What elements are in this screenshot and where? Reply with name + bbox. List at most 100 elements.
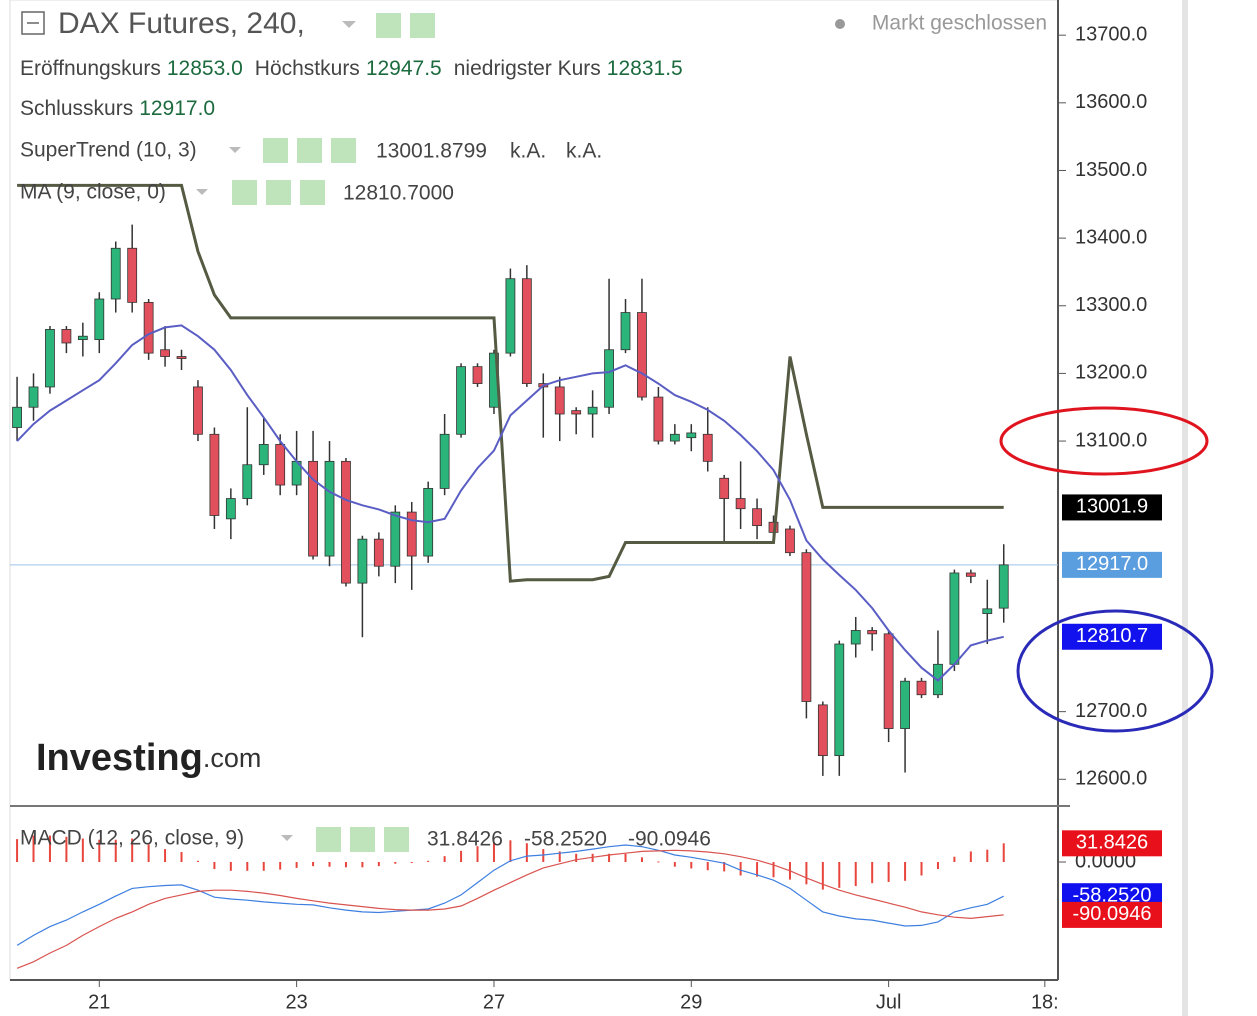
histogram-bar	[131, 838, 134, 863]
candle-body	[505, 278, 516, 354]
histogram-bar	[98, 839, 101, 863]
candle-body	[45, 329, 55, 388]
plot-area	[9, 0, 1059, 981]
dropdown-arrow[interactable]	[342, 21, 356, 28]
histogram-bar	[196, 860, 199, 863]
candle-body	[965, 572, 976, 577]
histogram-bar	[427, 860, 430, 863]
low-name: niedrigster Kurs	[454, 57, 601, 80]
candle-body	[785, 528, 795, 554]
eye-icon[interactable]	[263, 138, 288, 163]
candle-body	[587, 406, 598, 415]
candle-body	[916, 680, 927, 696]
eye-icon[interactable]	[232, 180, 257, 205]
candle-body	[127, 247, 138, 303]
close-line: Schlusskurs 12917.0	[20, 97, 215, 120]
candle-body	[193, 386, 203, 435]
candle-body	[702, 433, 713, 462]
candle-body	[571, 410, 582, 415]
histogram-bar	[147, 844, 150, 863]
candle-body	[521, 278, 532, 384]
candle-body	[110, 247, 121, 300]
histogram-bar	[887, 862, 890, 882]
histogram-bar	[312, 862, 315, 867]
price-label: 13001.9	[1076, 496, 1148, 518]
histogram-bar	[838, 862, 841, 888]
macd-legend-value: -90.0946	[628, 828, 711, 851]
price-label: 12810.7	[1076, 625, 1148, 647]
histogram-bar	[295, 862, 298, 868]
histogram-bar	[246, 862, 249, 871]
x-tick-label: Jul	[876, 991, 902, 1013]
annotation-ellipse	[1016, 609, 1214, 733]
x-tick-label: 27	[483, 991, 505, 1013]
histogram-bar	[213, 862, 216, 870]
high-value: 12947.5	[366, 57, 442, 80]
histogram-bar	[821, 862, 824, 890]
candle-body	[456, 366, 466, 435]
candle-body	[949, 572, 960, 665]
gear-icon[interactable]	[410, 13, 435, 38]
candle-body	[94, 298, 105, 340]
histogram-bar	[706, 862, 709, 871]
macd-line	[16, 844, 1004, 946]
eye-icon[interactable]	[376, 13, 401, 38]
gear-icon[interactable]	[297, 138, 322, 163]
candle-body	[28, 386, 39, 408]
gear-icon[interactable]	[350, 827, 375, 852]
candle-body	[998, 564, 1009, 609]
close-icon[interactable]	[331, 138, 356, 163]
candle-body	[620, 312, 631, 351]
histogram-bar	[460, 850, 463, 863]
close-icon[interactable]	[384, 827, 409, 852]
candle-body	[341, 460, 351, 584]
candle-body	[242, 464, 253, 499]
histogram-bar	[492, 842, 495, 863]
candle-body	[77, 335, 88, 340]
histogram-bar	[16, 839, 19, 863]
header: DAX Futures, 240, Markt geschlossen Eröf…	[20, 7, 1047, 852]
candle-body	[883, 633, 894, 729]
y-tick-label: 13700.0	[1075, 23, 1147, 45]
watermark-suffix: .com	[203, 743, 262, 773]
histogram-bar	[608, 853, 611, 863]
y-tick-label: 12700.0	[1075, 700, 1147, 722]
dropdown-arrow[interactable]	[196, 189, 208, 195]
close-icon[interactable]	[300, 180, 325, 205]
histogram-bar	[805, 862, 808, 885]
macd-title: MACD (12, 26, close, 9)	[20, 827, 244, 850]
status-dot	[835, 19, 845, 29]
market-status: Markt geschlossen	[872, 12, 1047, 35]
candle-body	[12, 406, 22, 428]
candle-body	[554, 386, 565, 415]
candle-body	[686, 432, 697, 439]
candle-body	[817, 704, 828, 757]
price-label: -58.2520	[1073, 884, 1152, 906]
dropdown-arrow[interactable]	[229, 147, 241, 153]
annotation-ellipse	[999, 406, 1209, 476]
macd-legend-value: -58.2520	[524, 828, 607, 851]
y-tick-label: 13300.0	[1075, 294, 1147, 316]
histogram-bar	[65, 836, 68, 863]
x-tick-label: 29	[680, 991, 702, 1013]
macd-legend-value: 31.8426	[427, 828, 503, 851]
candle-body	[61, 329, 72, 344]
histogram-bar	[394, 862, 397, 864]
high-name: Höchstkurs	[255, 57, 360, 80]
eye-icon[interactable]	[316, 827, 341, 852]
collapse-icon[interactable]	[21, 11, 45, 35]
candle-body	[472, 366, 483, 384]
dropdown-arrow[interactable]	[281, 835, 293, 841]
close-name: Schlusskurs	[20, 97, 133, 120]
histogram-bar	[657, 861, 660, 863]
legend-supertrend: SuperTrend (10, 3)	[20, 139, 197, 162]
candle-body	[867, 630, 878, 635]
histogram-bar	[756, 862, 759, 877]
y-tick-label: 12600.0	[1075, 768, 1147, 790]
histogram-bar	[558, 851, 561, 863]
candle-body	[669, 433, 680, 442]
histogram-bar	[48, 835, 51, 863]
gear-icon[interactable]	[266, 180, 291, 205]
histogram-bar	[443, 856, 446, 863]
candle-body	[176, 356, 187, 359]
